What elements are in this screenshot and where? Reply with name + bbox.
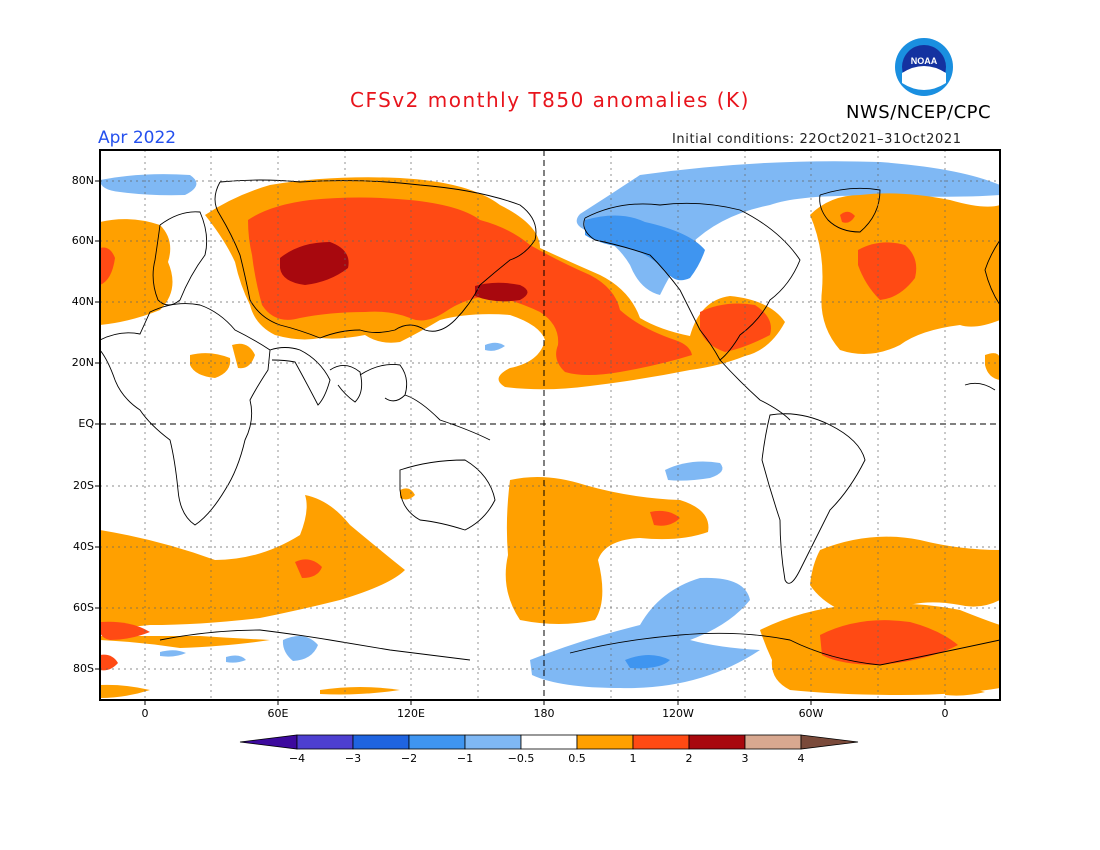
- colorbar-label: −0.5: [507, 752, 535, 765]
- extreme-warm-regions: [280, 242, 528, 302]
- colorbar: [239, 734, 859, 750]
- colorbar-cell: [520, 734, 578, 750]
- lon-label: 60W: [798, 707, 824, 720]
- lat-label: 20N: [71, 356, 94, 369]
- colorbar-label: 0.5: [568, 752, 586, 765]
- lat-label: 40N: [71, 295, 94, 308]
- map-title: CFSv2 monthly T850 anomalies (K): [350, 88, 750, 112]
- colorbar-label: −4: [288, 752, 306, 765]
- colorbar-label: 4: [797, 752, 805, 765]
- colorbar-label: −2: [400, 752, 418, 765]
- colorbar-label: 2: [685, 752, 693, 765]
- strong-warm-regions: [100, 197, 958, 671]
- noaa-logo-text: NOAA: [911, 56, 938, 66]
- lat-label: 60N: [71, 234, 94, 247]
- colorbar-cell: [296, 734, 354, 750]
- lat-label: 60S: [73, 601, 94, 614]
- lon-label: 0: [141, 707, 149, 720]
- lon-label: 120W: [662, 707, 694, 720]
- lat-label: 80N: [71, 174, 94, 187]
- initial-conditions: Initial conditions: 22Oct2021–31Oct2021: [672, 132, 962, 147]
- strong-cold-regions: [585, 215, 705, 669]
- lon-label: 120E: [397, 707, 425, 720]
- lat-label: 80S: [73, 662, 94, 675]
- colorbar-label: 3: [741, 752, 749, 765]
- coastlines: [100, 179, 1000, 666]
- lat-label: 20S: [73, 479, 94, 492]
- lon-label: 60E: [267, 707, 289, 720]
- colorbar-label: 1: [629, 752, 637, 765]
- lat-label: 40S: [73, 540, 94, 553]
- colorbar-max-arrow: [800, 734, 859, 750]
- axis-ticks: [95, 180, 946, 705]
- agency-label: NWS/NCEP/CPC: [846, 102, 992, 123]
- graticule: [100, 150, 1000, 700]
- lon-label: 180: [533, 707, 555, 720]
- colorbar-cell: [576, 734, 634, 750]
- colorbar-cell: [408, 734, 466, 750]
- colorbar-label: −3: [344, 752, 362, 765]
- lat-label: EQ: [78, 417, 94, 430]
- colorbar-cell: [688, 734, 746, 750]
- anomaly-fields: [100, 150, 1000, 700]
- colorbar-label: −1: [456, 752, 474, 765]
- colorbar-min-arrow: [239, 734, 298, 750]
- colorbar-cell: [352, 734, 410, 750]
- forecast-period: Apr 2022: [98, 128, 177, 148]
- colorbar-cell: [632, 734, 690, 750]
- noaa-logo: NOAA: [894, 37, 954, 97]
- lon-label: 0: [941, 707, 949, 720]
- map-frame: [99, 149, 1001, 701]
- colorbar-cell: [744, 734, 802, 750]
- colorbar-cell: [464, 734, 522, 750]
